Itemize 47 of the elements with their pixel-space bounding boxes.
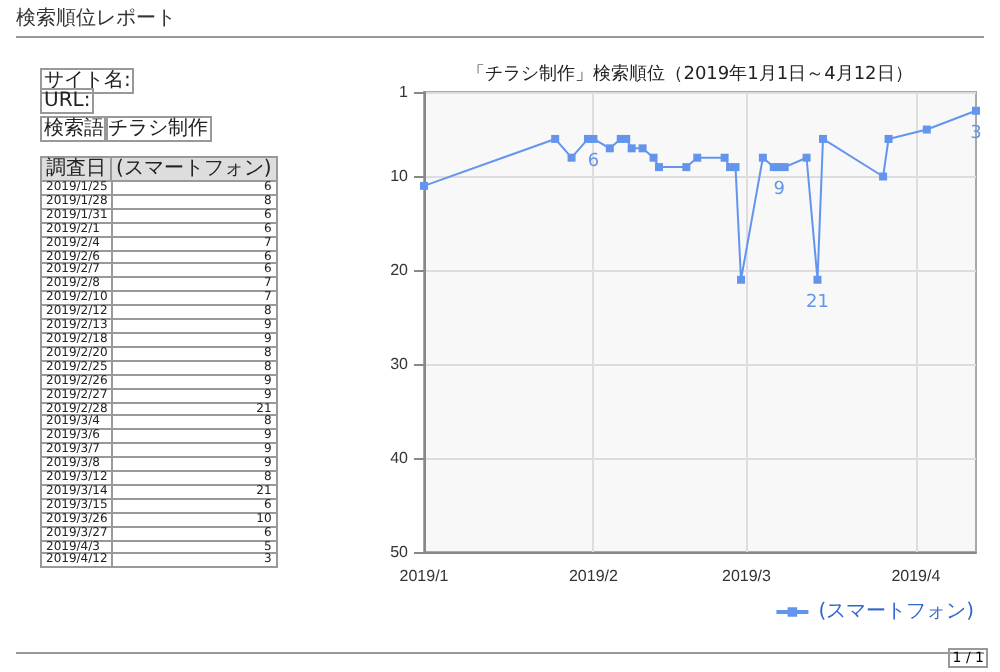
data-label: 9: [773, 180, 786, 201]
x-tick-label: 2019/3: [721, 567, 773, 585]
point: [622, 134, 631, 143]
y-tick-label: 30: [390, 355, 410, 374]
x-tick-label: 2019/4: [891, 567, 942, 585]
x-tick-label: 2019/2: [568, 567, 619, 585]
y-tick-label: 50: [390, 543, 410, 561]
point: [884, 134, 893, 143]
text: URL:: [40, 88, 95, 114]
text: 検索順位レポート: [16, 4, 984, 38]
point: [605, 144, 614, 153]
point: [567, 153, 576, 162]
text: チラシ制作: [104, 116, 212, 142]
x-tick-label: 2019/1: [399, 567, 450, 585]
chart-title: 「チラシ制作」検索順位（2019年1月1日～4月12日）: [467, 63, 913, 85]
text: サイト名:: [40, 68, 135, 94]
legend-label: (スマートフォン): [818, 601, 975, 623]
point: [736, 275, 745, 284]
text: 調査日: [41, 157, 111, 181]
point: [818, 134, 827, 143]
y-tick-label: 40: [390, 449, 410, 468]
y-tick-label: 20: [390, 261, 410, 280]
point: [693, 153, 702, 162]
point: [972, 106, 980, 115]
y-tick-label: 1: [399, 83, 410, 101]
point: [813, 275, 822, 284]
point: [420, 181, 428, 190]
point: [879, 172, 888, 181]
point: [655, 163, 664, 172]
point: [682, 163, 691, 172]
point: [589, 134, 598, 143]
point: [638, 144, 647, 153]
y-tick-label: 10: [390, 167, 410, 186]
data-label: 3: [970, 123, 982, 144]
point: [780, 163, 789, 172]
point: [627, 144, 636, 153]
point: [731, 163, 740, 172]
point: [922, 125, 931, 134]
point: [802, 153, 811, 162]
data-label: 6: [587, 151, 600, 172]
point: [551, 134, 560, 143]
text: 検索語: [40, 116, 108, 142]
point: [720, 153, 729, 162]
data-label: 21: [806, 292, 829, 313]
text: (スマートフォン): [111, 157, 277, 181]
point: [649, 153, 658, 162]
point: [758, 153, 767, 162]
